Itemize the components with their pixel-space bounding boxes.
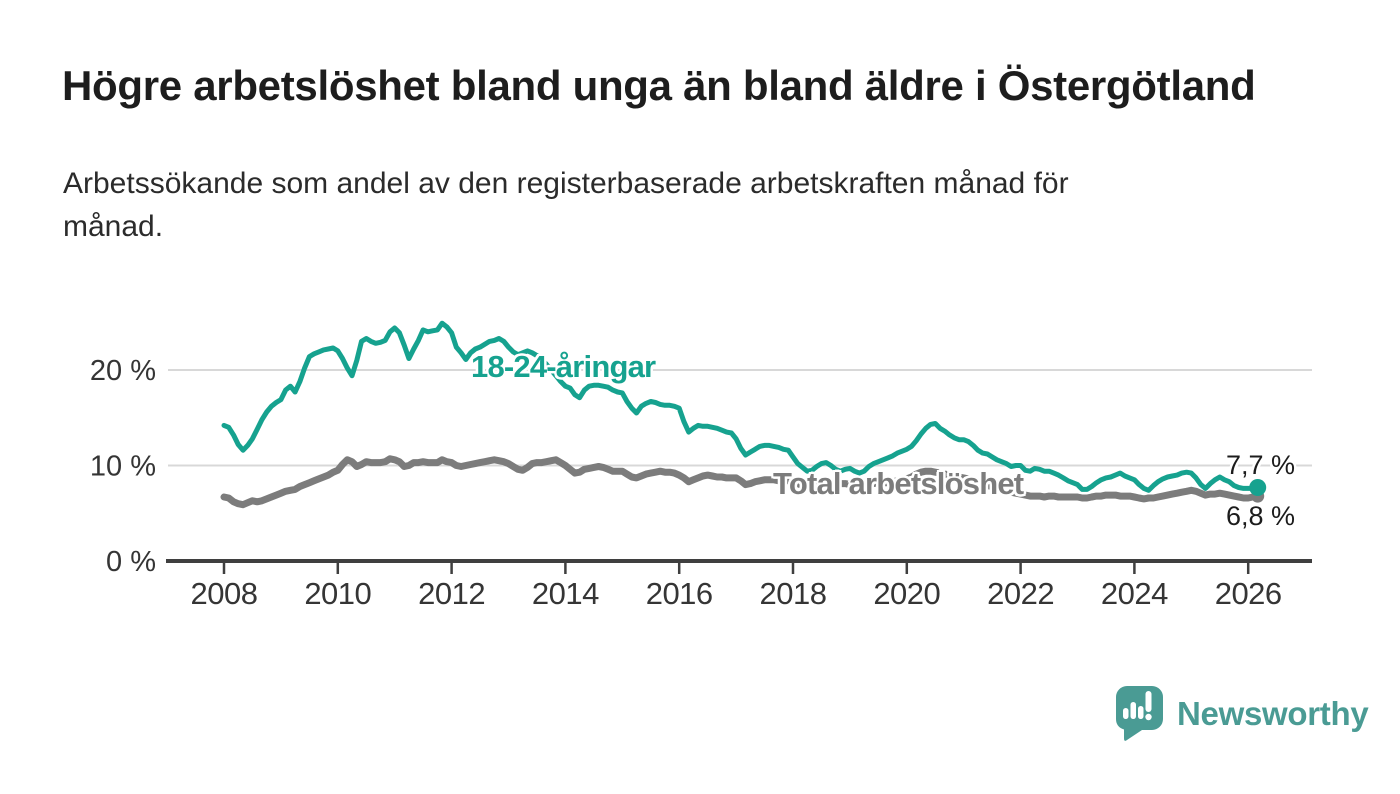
page-title: Högre arbetslöshet bland unga än bland ä… [62, 62, 1256, 109]
series-line-1 [220, 455, 1262, 509]
x-tick-label: 2016 [646, 576, 713, 611]
x-tick-label: 2012 [418, 576, 485, 611]
newsworthy-logo: Newsworthy [1116, 686, 1369, 742]
end-value-label-total: 6,8 % [1226, 501, 1296, 531]
subtitle-line: månad. [63, 210, 164, 243]
x-tick-label: 2014 [532, 576, 599, 611]
x-tick-label: 2018 [760, 576, 827, 611]
x-tick-label: 2022 [987, 576, 1054, 611]
series-line-0 [221, 320, 1261, 493]
y-tick-label: 10 % [90, 451, 156, 483]
x-tick-label: 2010 [304, 576, 371, 611]
end-value-label-youth: 7,7 % [1226, 450, 1296, 480]
bar-chart-speech-bubble-icon [1116, 686, 1163, 741]
subtitle-line: Arbetssökande som andel av den registerb… [63, 167, 1069, 200]
newsworthy-wordmark: Newsworthy [1177, 695, 1369, 732]
chart-subtitle: Arbetssökande som andel av den registerb… [63, 162, 1069, 248]
y-tick-label: 20 % [90, 355, 156, 387]
x-tick-label: 2024 [1101, 576, 1168, 611]
y-tick-label: 0 % [106, 546, 156, 578]
series-end-dot-0 [1249, 479, 1267, 496]
x-tick-label: 2026 [1215, 576, 1282, 611]
series-label-youth: 18-24-åringar [471, 349, 656, 384]
x-tick-label: 2020 [873, 576, 940, 611]
series-label-total: Total arbetslöshet [773, 466, 1024, 501]
x-tick-label: 2008 [191, 576, 258, 611]
